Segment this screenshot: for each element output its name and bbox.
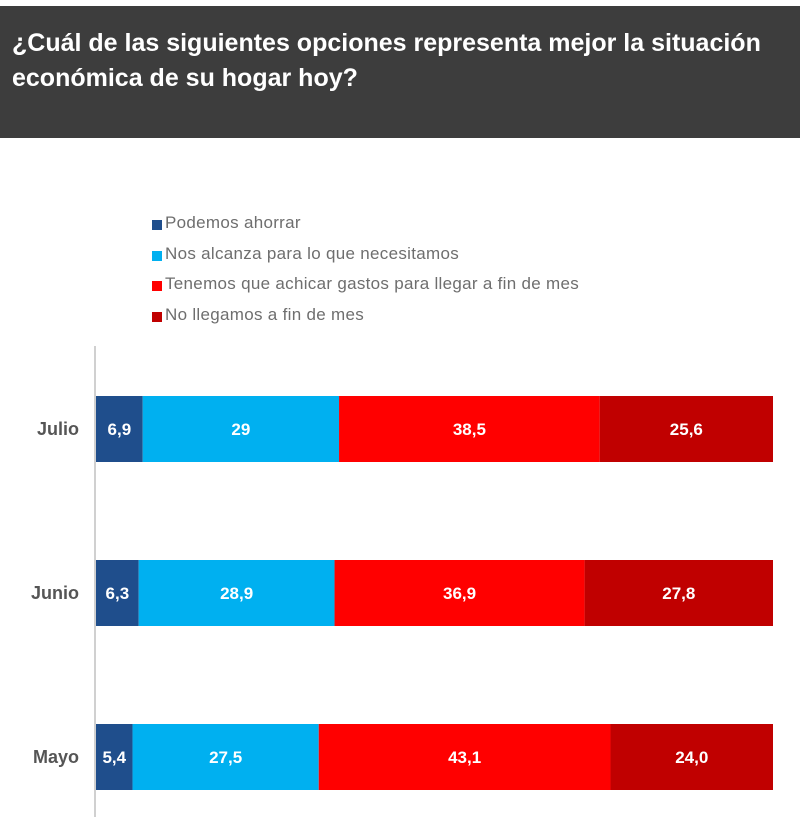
legend-label: No llegamos a fin de mes bbox=[165, 304, 365, 324]
legend-swatch bbox=[152, 220, 162, 231]
data-label: 28,9 bbox=[220, 584, 253, 603]
bar-segment bbox=[610, 724, 773, 790]
data-label: 43,1 bbox=[448, 748, 481, 767]
data-label: 6,3 bbox=[106, 584, 130, 603]
chart-title: ¿Cuál de las siguientes opciones represe… bbox=[12, 29, 761, 92]
legend-item: Tenemos que achicar gastos para llegar a… bbox=[152, 269, 579, 300]
data-label: 25,6 bbox=[670, 420, 703, 439]
legend-label: Tenemos que achicar gastos para llegar a… bbox=[165, 274, 580, 294]
bars-group: 6,9 29 38,5 25,6 6,3 28,9 36,9 27,8 5,4 27,5 43,1 2… bbox=[96, 396, 773, 790]
data-label: 27,5 bbox=[209, 748, 242, 767]
category-label: Junio bbox=[31, 583, 79, 603]
category-label: Mayo bbox=[33, 747, 79, 767]
data-label: 36,9 bbox=[443, 584, 476, 603]
category-label: Julio bbox=[37, 419, 79, 439]
bar-segment bbox=[96, 560, 139, 626]
legend-label: Podemos ahorrar bbox=[165, 213, 301, 233]
legend-item: Podemos ahorrar bbox=[152, 208, 579, 239]
bar-segment bbox=[584, 560, 773, 626]
data-label: 38,5 bbox=[453, 420, 486, 439]
bar-row-julio: 6,9 29 38,5 25,6 bbox=[96, 396, 773, 462]
bar-chart: 6,9 29 38,5 25,6 6,3 28,9 36,9 27,8 5,4 27,5 43,1 2… bbox=[31, 346, 773, 817]
chart-legend: Podemos ahorrar Nos alcanza para lo que n… bbox=[152, 208, 579, 330]
legend-swatch bbox=[152, 311, 162, 322]
legend-item: No llegamos a fin de mes bbox=[152, 300, 579, 331]
bar-segment bbox=[138, 560, 335, 626]
bar-segment bbox=[96, 724, 133, 790]
legend-item: Nos alcanza para lo que necesitamos bbox=[152, 239, 579, 270]
legend-swatch bbox=[152, 281, 162, 292]
bar-segment bbox=[334, 560, 585, 626]
bar-row-junio: 6,3 28,9 36,9 27,8 bbox=[96, 560, 773, 626]
data-label: 29 bbox=[231, 420, 250, 439]
bar-segment bbox=[132, 724, 319, 790]
chart-header: ¿Cuál de las siguientes opciones represe… bbox=[0, 0, 800, 138]
legend-swatch bbox=[152, 250, 162, 261]
legend-label: Nos alcanza para lo que necesitamos bbox=[165, 243, 459, 263]
data-label: 5,4 bbox=[102, 748, 126, 767]
data-label: 27,8 bbox=[662, 584, 695, 603]
bar-row-mayo: 5,4 27,5 43,1 24,0 bbox=[96, 724, 773, 790]
bar-segment bbox=[142, 396, 340, 462]
bar-segment bbox=[96, 396, 143, 462]
bar-segment bbox=[318, 724, 611, 790]
data-label: 24,0 bbox=[675, 748, 708, 767]
data-label: 6,9 bbox=[108, 420, 132, 439]
bar-segment bbox=[339, 396, 600, 462]
bar-segment bbox=[599, 396, 773, 462]
category-labels-group: Julio Junio Mayo bbox=[31, 419, 79, 767]
